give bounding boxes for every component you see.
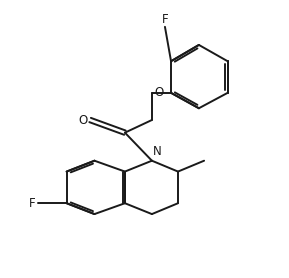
Text: F: F xyxy=(162,13,168,26)
Text: F: F xyxy=(29,197,36,210)
Text: N: N xyxy=(153,145,162,158)
Text: O: O xyxy=(79,113,88,126)
Text: O: O xyxy=(154,86,163,99)
